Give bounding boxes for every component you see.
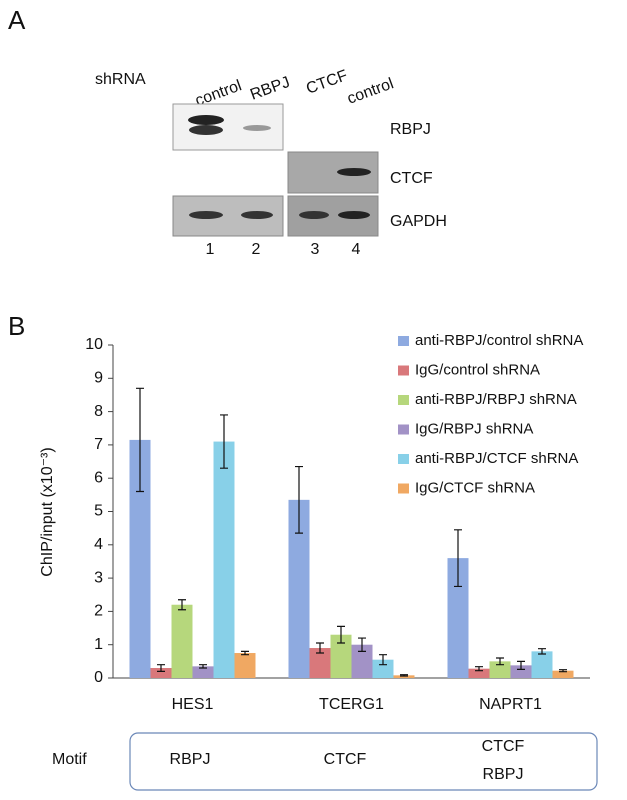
error-bar <box>559 669 567 673</box>
error-bar <box>178 599 186 611</box>
error-bar <box>517 660 525 670</box>
bar <box>171 604 193 678</box>
y-axis-label: ChIP/input (x10⁻³) <box>39 447 56 576</box>
legend-label: anti-RBPJ/CTCF shRNA <box>415 450 578 467</box>
legend-swatch <box>398 424 409 435</box>
legend-label: IgG/CTCF shRNA <box>415 479 535 496</box>
motif-text: RBPJ <box>483 766 524 783</box>
lane-label: control <box>345 75 396 107</box>
shrna-label: shRNA <box>95 71 146 88</box>
error-bar <box>475 666 483 672</box>
bar <box>192 666 214 678</box>
bar <box>531 651 553 678</box>
blot <box>172 103 379 237</box>
y-tick-label: 0 <box>94 669 103 686</box>
y-tick-label: 2 <box>94 603 103 620</box>
bar <box>288 499 310 678</box>
legend-swatch <box>398 454 409 464</box>
y-tick-label: 3 <box>94 569 103 586</box>
lane-number: 2 <box>252 241 261 258</box>
x-tick-label: TCERG1 <box>319 696 384 713</box>
row-label: GAPDH <box>390 213 447 230</box>
bar <box>510 665 532 678</box>
error-bar <box>241 650 249 656</box>
bar <box>150 668 172 678</box>
error-bar <box>496 657 504 666</box>
legend-label: IgG/RBPJ shRNA <box>415 420 533 437</box>
bar <box>489 661 511 678</box>
bar <box>234 653 256 678</box>
bar <box>351 644 373 678</box>
motif-text: CTCF <box>482 738 525 755</box>
legend-swatch <box>398 365 409 376</box>
lane-number: 1 <box>206 241 215 258</box>
row-label: RBPJ <box>390 121 431 138</box>
lane-label: RBPJ <box>248 74 292 104</box>
bar <box>552 670 574 678</box>
x-tick-label: NAPRT1 <box>479 696 542 713</box>
error-bar <box>337 625 345 644</box>
y-tick-label: 9 <box>94 370 103 387</box>
bar <box>330 634 352 678</box>
bar <box>372 659 394 678</box>
bar <box>213 441 235 678</box>
error-bar <box>157 664 165 672</box>
bar <box>468 668 490 678</box>
error-bar <box>538 648 546 655</box>
error-bar <box>295 465 303 534</box>
y-tick-label: 1 <box>94 636 103 653</box>
lane-number: 3 <box>311 241 320 258</box>
lane-number: 4 <box>352 241 361 258</box>
y-tick-label: 10 <box>85 336 103 353</box>
legend-swatch <box>398 395 409 405</box>
legend-swatch <box>398 336 409 346</box>
legend-label: IgG/control shRNA <box>415 361 540 378</box>
y-tick-label: 7 <box>94 436 103 453</box>
panel-label: B <box>8 311 25 341</box>
motif-text: CTCF <box>324 751 367 768</box>
x-tick-label: HES1 <box>172 696 214 713</box>
bar <box>309 648 331 678</box>
y-tick-label: 8 <box>94 403 103 420</box>
panel-label: A <box>8 5 26 35</box>
bar <box>393 675 415 678</box>
error-bar <box>220 414 228 469</box>
motif-text: RBPJ <box>170 751 211 768</box>
y-tick-label: 6 <box>94 469 103 486</box>
error-bar <box>199 664 207 669</box>
lane-label: CTCF <box>304 67 350 98</box>
error-bar <box>316 642 324 654</box>
error-bar <box>136 387 144 493</box>
legend-swatch <box>398 483 409 494</box>
error-bar <box>454 529 462 588</box>
y-tick-label: 5 <box>94 503 103 520</box>
bar <box>129 439 151 678</box>
motif-label: Motif <box>52 751 87 768</box>
error-bar <box>379 654 387 666</box>
error-bar <box>358 637 366 652</box>
y-tick-label: 4 <box>94 536 103 553</box>
legend-label: anti-RBPJ/control shRNA <box>415 332 583 349</box>
bar <box>447 558 469 678</box>
motif-box <box>129 732 598 791</box>
row-label: CTCF <box>390 170 433 187</box>
legend-label: anti-RBPJ/RBPJ shRNA <box>415 391 577 408</box>
error-bar <box>400 674 408 677</box>
